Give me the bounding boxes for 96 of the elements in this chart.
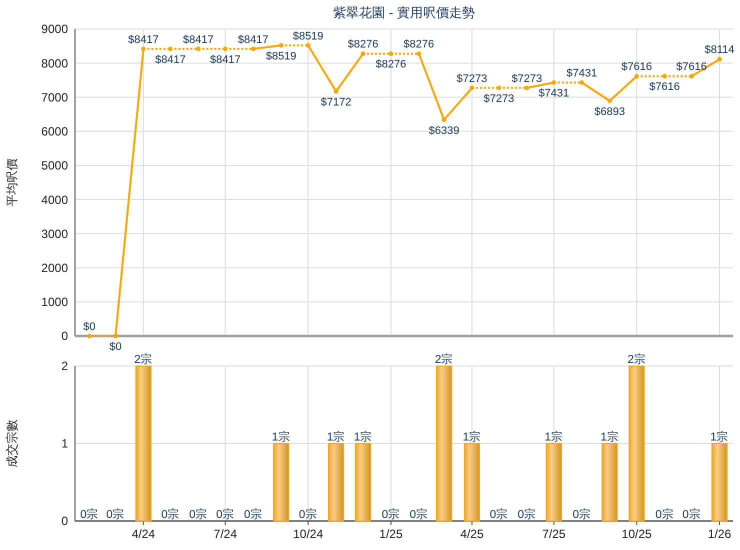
y-tick-label: 1000	[41, 295, 68, 310]
point	[306, 43, 310, 48]
point	[334, 89, 338, 94]
point	[416, 51, 422, 56]
data-label: 1宗	[326, 430, 346, 444]
data-label: 1宗	[710, 430, 729, 444]
data-label: $7616	[621, 61, 652, 74]
data-label: 0宗	[382, 507, 400, 521]
point	[662, 74, 667, 79]
data-label: 0宗	[655, 507, 674, 521]
data-label: 0宗	[682, 507, 701, 521]
x-tick-label: 10/24	[293, 527, 324, 541]
data-label: 0宗	[80, 507, 99, 521]
data-label: $8276	[348, 38, 378, 51]
point	[223, 46, 228, 52]
data-label: $8276	[376, 58, 406, 71]
y-tick-label: 2000	[41, 260, 68, 275]
x-tick-label: 10/25	[622, 527, 652, 541]
point	[360, 51, 366, 56]
data-label: $7273	[484, 92, 514, 105]
point	[634, 74, 639, 79]
data-label: 0宗	[572, 507, 591, 521]
data-label: $7616	[649, 81, 680, 94]
data-label: $8417	[155, 54, 186, 66]
data-label: $8417	[238, 34, 269, 46]
point	[689, 74, 694, 79]
x-tick-label: 7/25	[542, 527, 566, 541]
y-axis-title: 平均呎價	[5, 158, 19, 206]
data-label: 0宗	[410, 507, 428, 521]
y-axis-title: 成交宗數	[5, 420, 19, 468]
data-label: $7172	[320, 96, 352, 108]
data-label: $6339	[428, 124, 460, 137]
data-label: $8417	[183, 34, 214, 46]
y-tick-label: 8000	[41, 56, 68, 70]
y-tick-label: 4000	[41, 192, 68, 207]
data-label: $0	[83, 321, 96, 333]
point	[470, 86, 474, 90]
data-label: $8417	[210, 54, 241, 66]
data-label: 2宗	[434, 352, 454, 366]
point	[552, 80, 556, 85]
x-tick-label: 1/26	[708, 527, 732, 541]
point	[717, 56, 722, 62]
data-label: $7431	[538, 88, 570, 100]
y-tick-label: 5000	[41, 158, 68, 173]
data-label: $7431	[566, 68, 598, 80]
data-label: $8417	[128, 34, 159, 46]
chart-title: 紫翠花園 - 實用呎價走勢	[333, 5, 475, 20]
x-tick-label: 4/24	[132, 527, 156, 541]
y-tick-label: 7000	[41, 90, 68, 104]
data-label: 0宗	[106, 507, 125, 521]
data-label: 1宗	[272, 430, 290, 444]
data-label: 1宗	[462, 430, 482, 444]
y-tick-label: 1	[61, 436, 68, 451]
y-tick-label: 0	[61, 514, 68, 528]
point	[113, 334, 118, 338]
point	[496, 86, 502, 90]
data-label: $7273	[512, 72, 542, 85]
y-tick-label: 2	[61, 359, 68, 374]
data-label: 2宗	[134, 352, 153, 366]
data-label: 0宗	[161, 507, 180, 521]
y-tick-label: 9000	[41, 22, 68, 36]
data-label: $8276	[404, 38, 434, 51]
point	[141, 46, 146, 52]
y-tick-label: 0	[61, 329, 68, 344]
data-label: 0宗	[490, 507, 508, 521]
x-tick-label: 1/25	[379, 527, 403, 541]
data-label: 1宗	[354, 430, 372, 444]
data-label: $8519	[292, 30, 324, 42]
data-label: $8114	[704, 44, 734, 56]
data-label: $6893	[594, 106, 625, 118]
point	[607, 98, 612, 104]
data-label: 0宗	[298, 507, 318, 521]
x-tick-label: 7/24	[214, 527, 238, 541]
data-label: 0宗	[189, 507, 208, 521]
point	[579, 80, 584, 85]
data-label: 1宗	[544, 430, 564, 444]
point	[87, 334, 92, 338]
y-tick-label: 3000	[41, 226, 68, 241]
data-label: 2宗	[627, 352, 646, 366]
y-tick-label: 6000	[41, 124, 68, 139]
data-label: $0	[109, 341, 122, 353]
point	[388, 51, 394, 56]
data-label: $8519	[266, 50, 296, 62]
data-label: 1宗	[600, 430, 619, 444]
point	[524, 86, 530, 90]
data-label: 0宗	[216, 507, 235, 521]
data-label: $7273	[456, 72, 488, 85]
data-label: 0宗	[244, 507, 262, 521]
point	[196, 46, 201, 52]
data-label: $7616	[676, 61, 707, 74]
point	[278, 43, 284, 48]
point	[250, 46, 256, 52]
x-tick-label: 4/25	[460, 527, 484, 541]
point	[442, 117, 446, 122]
point	[168, 46, 173, 52]
data-label: 0宗	[518, 507, 536, 521]
